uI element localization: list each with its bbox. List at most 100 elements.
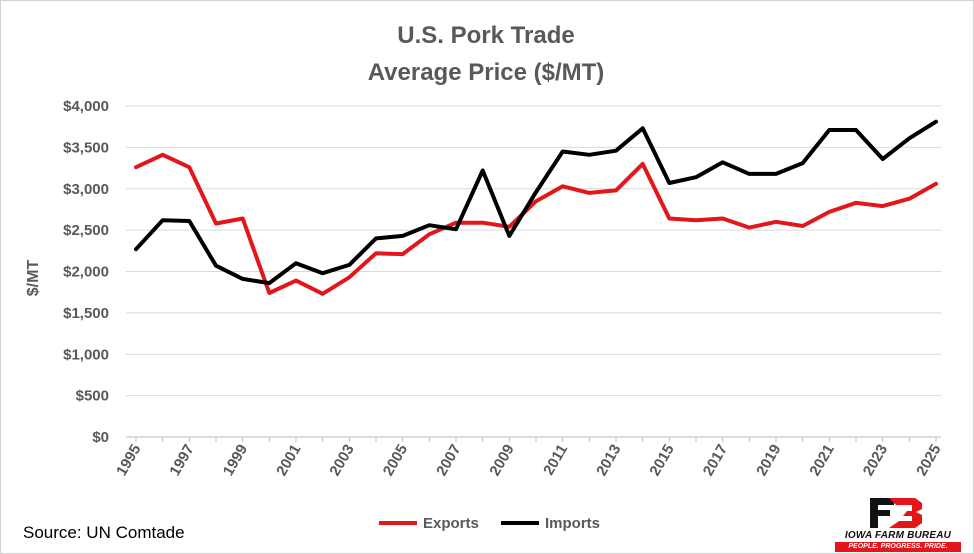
x-tick-label: 2015: [646, 442, 677, 479]
y-tick-label: $1,500: [63, 305, 109, 322]
data-point-exports: [534, 199, 538, 203]
data-point-exports: [614, 189, 618, 192]
data-point-exports: [854, 201, 858, 205]
y-tick-label: $500: [76, 388, 109, 405]
y-tick-label: $4,000: [63, 98, 109, 115]
x-tick-label: 2005: [380, 442, 411, 479]
data-point-exports: [721, 217, 724, 220]
data-point-exports: [934, 182, 938, 185]
logo-tagline: PEOPLE. PROGRESS. PRIDE.: [835, 542, 961, 552]
legend-label-exports: Exports: [423, 515, 479, 532]
data-point-imports: [481, 169, 484, 172]
data-point-imports: [401, 234, 404, 238]
x-tick-label: 2001: [273, 442, 304, 479]
data-point-imports: [241, 277, 244, 281]
x-tick-label: 1997: [166, 442, 197, 479]
data-point-imports: [694, 175, 698, 179]
data-point-imports: [134, 247, 138, 251]
logo-name: IOWA FARM BUREAU: [844, 530, 952, 541]
data-point-exports: [294, 279, 298, 282]
data-point-imports: [588, 153, 591, 157]
data-point-exports: [241, 217, 244, 220]
x-tick-label: 2013: [593, 442, 624, 479]
y-tick-label: $2,500: [63, 222, 109, 239]
data-point-imports: [721, 161, 724, 164]
data-point-imports: [801, 161, 804, 165]
data-point-imports: [321, 271, 324, 275]
data-point-exports: [134, 166, 138, 169]
x-tick-label: 2017: [700, 442, 731, 479]
x-tick-label: 2011: [540, 442, 571, 479]
y-tick-label: $0: [92, 429, 109, 446]
data-point-exports: [481, 221, 484, 224]
data-point-exports: [561, 185, 564, 188]
data-point-exports: [508, 225, 511, 229]
data-point-exports: [374, 252, 378, 255]
data-point-exports: [801, 224, 804, 228]
x-tick-label: 2007: [433, 442, 464, 479]
data-point-exports: [268, 291, 271, 295]
data-point-imports: [774, 172, 778, 176]
data-point-imports: [214, 264, 218, 267]
data-point-imports: [828, 128, 831, 132]
data-point-imports: [561, 150, 564, 153]
data-point-imports: [294, 262, 298, 265]
iowa-farm-bureau-logo: IOWA FARM BUREAU PEOPLE. PROGRESS. PRIDE…: [833, 497, 963, 553]
fb-logo-icon: [869, 497, 925, 529]
chart-title-line-2: Average Price ($/MT): [368, 59, 605, 86]
data-point-exports: [161, 153, 164, 157]
data-point-imports: [428, 223, 431, 227]
x-tick-label: 2003: [326, 442, 357, 479]
data-point-exports: [748, 226, 751, 229]
y-tick-label: $3,000: [63, 181, 109, 198]
data-point-exports: [214, 222, 218, 225]
data-point-exports: [321, 292, 324, 296]
legend-label-imports: Imports: [545, 515, 600, 532]
data-point-imports: [374, 237, 378, 240]
x-tick-label: 1999: [220, 442, 251, 479]
data-point-imports: [348, 263, 351, 267]
data-point-imports: [854, 128, 858, 132]
data-point-exports: [188, 166, 191, 169]
data-point-imports: [161, 218, 164, 222]
data-point-imports: [908, 137, 911, 140]
y-tick-label: $1,000: [63, 346, 109, 363]
y-tick-label: $3,500: [63, 139, 109, 156]
x-tick-label: 1995: [113, 442, 144, 479]
data-point-exports: [694, 218, 698, 222]
data-point-imports: [881, 157, 884, 161]
y-tick-label: $2,000: [63, 264, 109, 281]
x-tick-label: 2021: [806, 442, 837, 479]
data-point-imports: [508, 234, 511, 238]
data-point-imports: [748, 172, 751, 176]
data-point-imports: [668, 181, 671, 185]
data-point-exports: [668, 217, 671, 220]
gridlines: [126, 105, 941, 438]
data-point-imports: [934, 120, 938, 123]
data-point-exports: [828, 210, 831, 214]
data-point-exports: [908, 197, 911, 200]
data-point-imports: [534, 190, 538, 194]
data-point-imports: [268, 281, 271, 285]
source-note: Source: UN Comtade: [23, 523, 185, 542]
data-point-exports: [401, 252, 404, 256]
data-point-exports: [348, 276, 351, 279]
y-axis-label: $/MT: [25, 260, 42, 297]
x-tick-label: 2009: [486, 442, 517, 479]
data-point-exports: [641, 162, 644, 166]
data-point-imports: [641, 127, 644, 130]
x-tick-label: 2019: [753, 442, 784, 479]
data-point-exports: [588, 191, 591, 195]
series-line-exports: [134, 152, 938, 296]
x-axis-ticks: 1995 1997 1999 2001 2003 2005 2007 2009 2011 2013…: [113, 437, 944, 479]
data-point-imports: [614, 149, 618, 152]
data-point-imports: [188, 219, 191, 223]
data-point-imports: [454, 228, 458, 231]
data-point-exports: [774, 220, 778, 224]
data-point-exports: [881, 204, 884, 208]
data-point-exports: [428, 233, 431, 236]
chart-title-line-1: U.S. Pork Trade: [397, 22, 574, 49]
legend: Exports Imports: [379, 515, 600, 532]
